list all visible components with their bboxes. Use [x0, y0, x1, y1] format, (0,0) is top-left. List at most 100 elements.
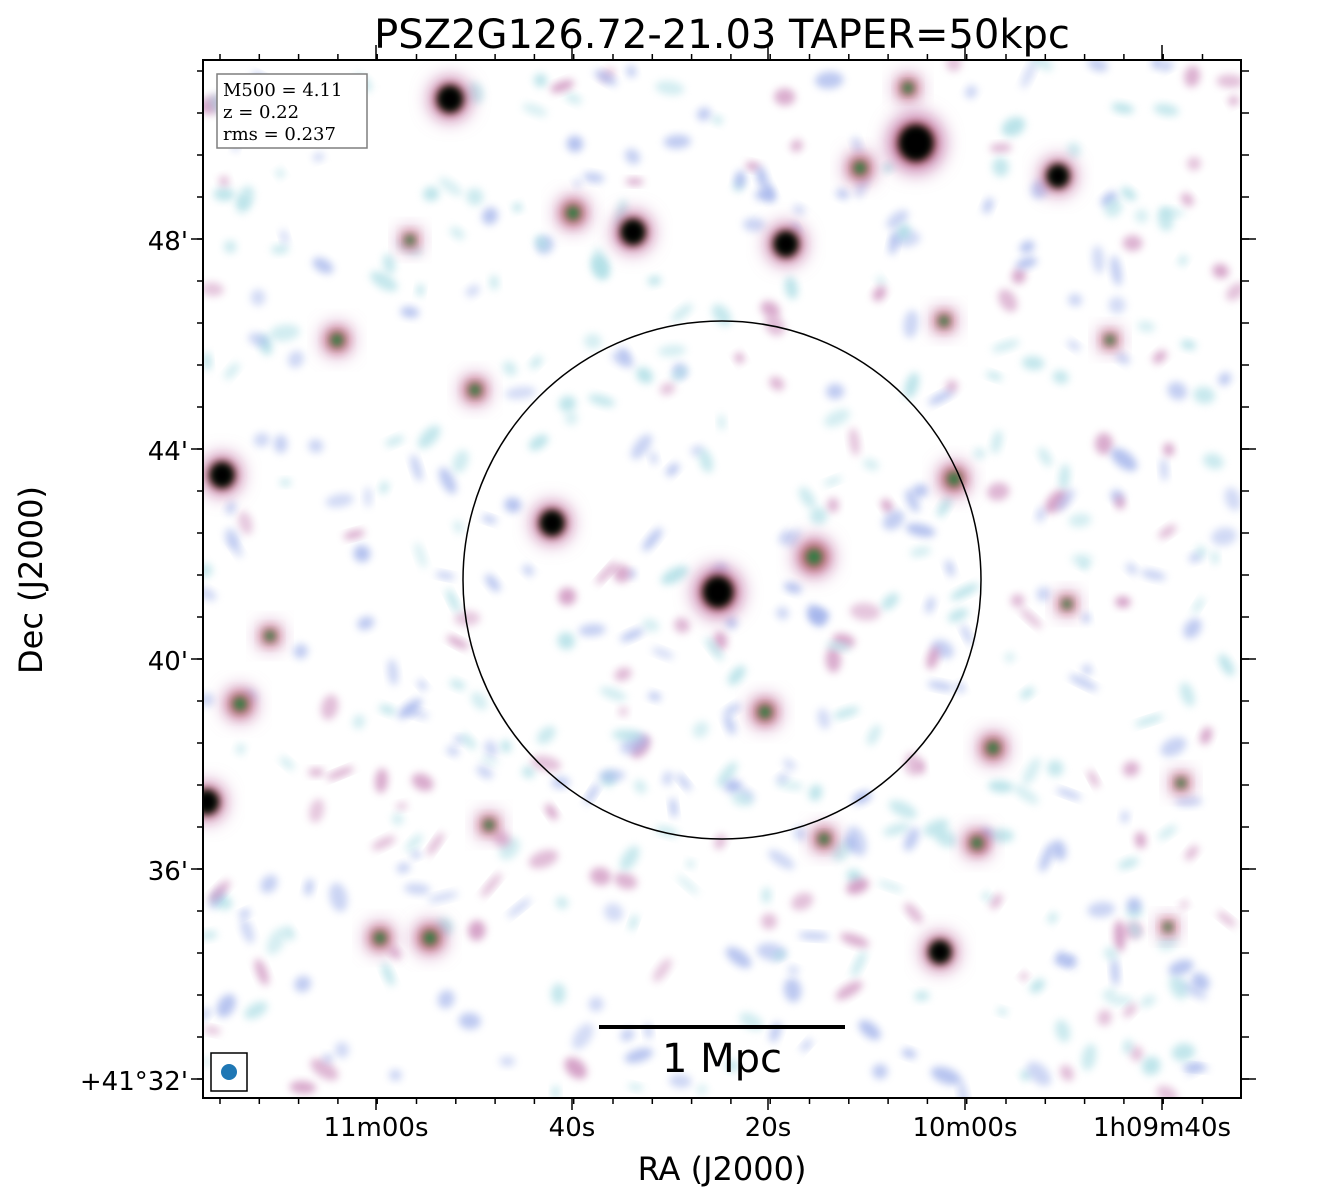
noise-blob — [578, 624, 606, 637]
noise-blob — [1200, 726, 1213, 745]
noise-blob — [905, 523, 936, 537]
ra-tick-labels: 11m00s 40s 20s 10m00s 1h09m40s — [323, 1113, 1231, 1143]
noise-blob — [965, 85, 978, 99]
noise-blob — [1107, 995, 1134, 1006]
noise-blob — [651, 647, 674, 659]
noise-blob — [453, 520, 464, 534]
noise-blob — [1169, 975, 1188, 1000]
noise-blob — [986, 371, 1003, 381]
noise-blob — [1160, 736, 1187, 757]
noise-blob — [1067, 142, 1081, 158]
noise-blob — [238, 511, 253, 535]
noise-blob — [923, 818, 949, 837]
noise-blob — [1178, 255, 1188, 266]
noise-blob — [946, 60, 962, 72]
noise-blob — [1021, 60, 1037, 89]
noise-blob — [852, 136, 863, 155]
noise-blob — [1001, 116, 1026, 137]
noise-blob — [670, 797, 677, 818]
noise-blob — [588, 996, 604, 1012]
source-layer — [265, 630, 275, 642]
source-layer — [437, 85, 463, 113]
noise-blob — [208, 880, 231, 903]
noise-blob — [734, 352, 745, 364]
noise-blob — [502, 361, 517, 376]
noise-blob — [1082, 664, 1093, 676]
noise-blob — [203, 930, 218, 940]
noise-blob — [1160, 61, 1174, 71]
noise-blob — [1110, 255, 1122, 286]
noise-blob — [761, 887, 772, 904]
noise-blob — [528, 434, 549, 451]
noise-blob — [1130, 1045, 1144, 1062]
noise-blob — [1111, 958, 1120, 986]
source-layer — [484, 819, 494, 831]
noise-blob — [1056, 488, 1075, 512]
noise-blob — [992, 157, 1009, 177]
noise-blob — [937, 496, 952, 518]
source-layer — [818, 833, 830, 845]
noise-blob — [986, 482, 1010, 501]
noise-blob — [716, 761, 738, 788]
noise-blobs — [203, 60, 1241, 1098]
noise-blob — [1068, 293, 1083, 307]
source-layer — [759, 705, 771, 719]
rms-text: rms = 0.237 — [223, 124, 336, 145]
noise-blob — [1212, 263, 1229, 279]
noise-blob — [1224, 487, 1241, 511]
noise-blob — [254, 958, 269, 986]
noise-blob — [671, 303, 693, 322]
noise-blob — [1140, 995, 1156, 1008]
noise-blob — [677, 875, 699, 895]
noise-blob — [872, 285, 887, 302]
noise-blob — [1228, 95, 1239, 106]
noise-blob — [446, 588, 460, 613]
noise-blob — [224, 528, 239, 548]
noise-blob — [557, 632, 575, 650]
noise-blob — [612, 729, 643, 741]
noise-blob — [325, 493, 354, 508]
noise-blob — [618, 706, 628, 717]
source-layer — [947, 472, 961, 486]
noise-blob — [1115, 352, 1130, 365]
noise-blob — [598, 769, 626, 782]
noise-blob — [382, 253, 396, 274]
noise-blob — [611, 352, 635, 369]
noise-blob — [783, 758, 796, 771]
ra-tick-label: 10m00s — [912, 1113, 1017, 1143]
noise-blob — [905, 489, 920, 513]
noise-blob — [947, 608, 969, 623]
noise-blob — [1092, 245, 1105, 274]
noise-blob — [312, 257, 334, 274]
noise-blob — [388, 946, 402, 960]
noise-blob — [991, 430, 1003, 454]
dec-tick-labels: 48' 44' 40' 36' +41°32' — [80, 227, 188, 1097]
noise-blob — [613, 564, 631, 583]
dec-tick-label: 44' — [148, 437, 188, 467]
noise-blob — [614, 667, 632, 681]
noise-blob — [480, 873, 502, 898]
noise-blob — [213, 187, 235, 201]
noise-blob — [357, 616, 375, 630]
noise-blob — [851, 950, 867, 978]
noise-blob — [824, 409, 850, 427]
noise-blob — [660, 565, 689, 585]
noise-blob — [1203, 453, 1224, 470]
noise-blob — [1160, 458, 1168, 481]
noise-blob — [414, 542, 427, 569]
source-layer — [331, 333, 343, 347]
noise-blob — [1019, 240, 1035, 254]
noise-blob — [725, 616, 738, 629]
source-layer — [854, 161, 866, 175]
noise-blob — [1087, 770, 1099, 788]
noise-blob — [1184, 65, 1201, 88]
source-layer — [233, 697, 247, 711]
noise-blob — [823, 476, 842, 486]
noise-blob — [381, 962, 395, 987]
noise-blob — [482, 207, 498, 225]
noise-blob — [594, 70, 618, 86]
noise-blob — [1218, 654, 1235, 676]
noise-blob — [1038, 447, 1052, 467]
noise-blob — [203, 282, 224, 297]
noise-blob — [1047, 760, 1064, 777]
